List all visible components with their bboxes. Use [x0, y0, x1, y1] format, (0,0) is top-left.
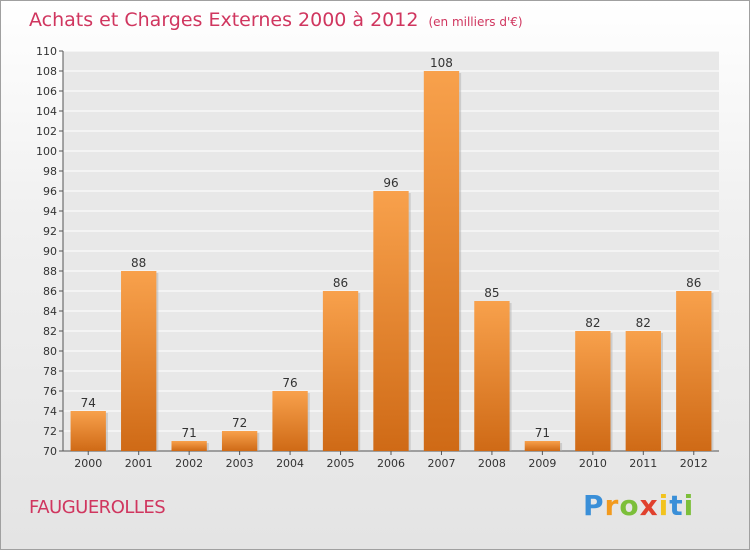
bar	[121, 271, 157, 451]
data-label: 82	[585, 316, 600, 330]
bar	[474, 301, 510, 451]
data-label: 82	[636, 316, 651, 330]
logo-letter: P	[583, 489, 605, 522]
bar	[524, 441, 561, 451]
bar	[676, 291, 712, 451]
y-tick-label: 84	[43, 305, 57, 318]
y-tick-label: 74	[43, 405, 57, 418]
bar	[322, 291, 359, 451]
bar	[625, 331, 661, 451]
logo-letter: x	[639, 489, 659, 522]
y-tick-label: 72	[43, 425, 57, 438]
x-tick-label: 2006	[377, 457, 405, 470]
y-tick-label: 102	[36, 125, 57, 138]
y-tick-label: 90	[43, 245, 57, 258]
x-tick-label: 2010	[579, 457, 607, 470]
y-tick-label: 110	[36, 45, 57, 58]
bar	[575, 331, 611, 451]
x-tick-label: 2000	[74, 457, 102, 470]
data-label: 71	[535, 426, 550, 440]
data-label: 71	[182, 426, 197, 440]
y-tick-label: 108	[36, 65, 57, 78]
y-tick-label: 86	[43, 285, 57, 298]
y-tick-label: 96	[43, 185, 57, 198]
x-tick-label: 2012	[680, 457, 708, 470]
x-tick-label: 2008	[478, 457, 506, 470]
x-tick-label: 2003	[226, 457, 254, 470]
y-tick-label: 106	[36, 85, 57, 98]
x-tick-label: 2009	[528, 457, 556, 470]
bar	[221, 431, 258, 451]
y-tick-label: 92	[43, 225, 57, 238]
y-tick-label: 88	[43, 265, 57, 278]
data-label: 74	[81, 396, 96, 410]
x-tick-label: 2007	[427, 457, 455, 470]
x-tick-label: 2002	[175, 457, 203, 470]
y-tick-label: 70	[43, 445, 57, 458]
y-tick-label: 82	[43, 325, 57, 338]
town-name: FAUGUEROLLES	[29, 497, 166, 518]
logo-letter: i	[658, 489, 670, 522]
y-tick-label: 98	[43, 165, 57, 178]
data-label: 76	[282, 376, 297, 390]
logo-letter: r	[604, 489, 620, 522]
x-tick-label: 2004	[276, 457, 304, 470]
bar	[373, 191, 409, 451]
chart-title-main: Achats et Charges Externes 2000 à 2012	[29, 9, 419, 31]
y-tick-label: 104	[36, 105, 57, 118]
data-label: 86	[686, 276, 701, 290]
x-tick-label: 2005	[327, 457, 355, 470]
x-tick-label: 2001	[125, 457, 153, 470]
y-tick-label: 80	[43, 345, 57, 358]
bar	[423, 71, 460, 451]
y-tick-label: 100	[36, 145, 57, 158]
chart-subtitle: (en milliers d'€)	[428, 15, 523, 29]
bar	[272, 391, 308, 451]
chart-title: Achats et Charges Externes 2000 à 2012 (e…	[29, 9, 523, 31]
bar	[171, 441, 207, 451]
logo-letter: t	[669, 489, 684, 522]
data-label: 108	[430, 56, 453, 70]
y-tick-label: 94	[43, 205, 57, 218]
data-label: 86	[333, 276, 348, 290]
data-label: 72	[232, 416, 247, 430]
bar	[70, 411, 106, 451]
y-tick-label: 78	[43, 365, 57, 378]
data-label: 96	[383, 176, 398, 190]
logo-letter: i	[683, 489, 695, 522]
proxiti-logo: Proxiti	[583, 489, 694, 522]
x-tick-label: 2011	[629, 457, 657, 470]
logo-letter: o	[619, 489, 640, 522]
y-tick-label: 76	[43, 385, 57, 398]
data-label: 85	[484, 286, 499, 300]
data-label: 88	[131, 256, 146, 270]
